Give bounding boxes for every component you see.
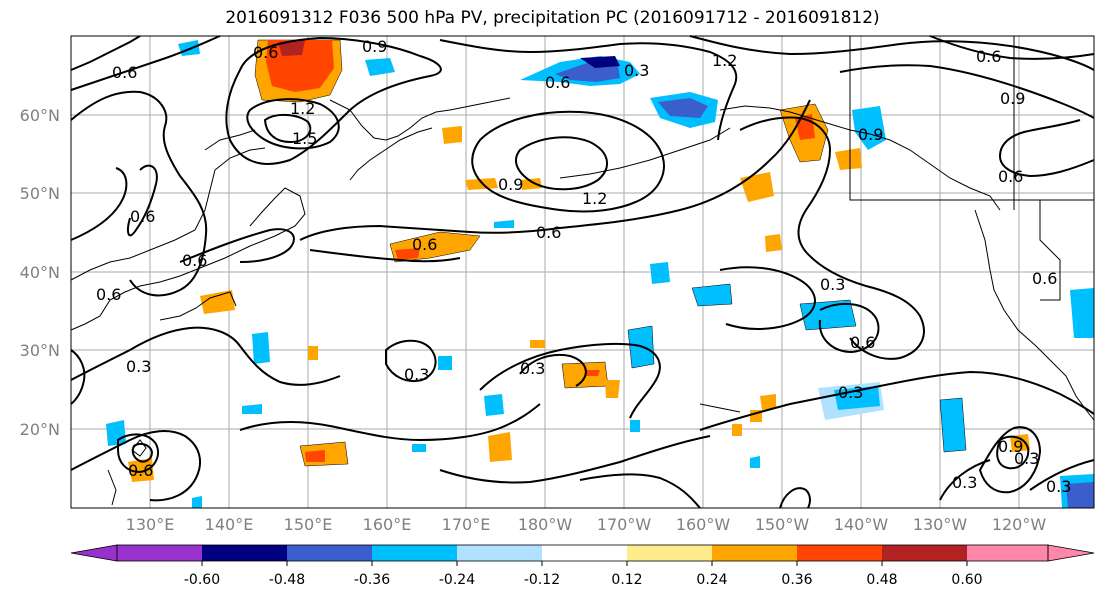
lat-label: 30°N: [20, 341, 60, 360]
colorbar-swatch: [542, 545, 627, 561]
lon-label: 160°W: [676, 515, 731, 534]
map-border: [70, 35, 1095, 509]
colorbar-tick-label: -0.12: [524, 572, 560, 588]
contour-label: 0.3: [1014, 449, 1039, 468]
contour-label: 0.9: [1000, 89, 1025, 108]
map-title: 2016091312 F036 500 hPa PV, precipitatio…: [225, 8, 880, 28]
colorbar: -0.60 -0.48 -0.36 -0.24 -0.12 0.12 0.24 …: [70, 544, 1095, 588]
contour-label: 1.5: [292, 129, 317, 148]
colorbar-swatch: [457, 545, 542, 561]
colorbar-swatch: [627, 545, 712, 561]
colorbar-tick-label: -0.24: [439, 572, 475, 588]
contour-labels: 0.6 0.6 0.9 1.2 1.5 0.6 0.3 1.2 0.6 0.9 …: [96, 37, 1071, 496]
contour-label: 0.6: [253, 43, 278, 62]
contour-label: 1.2: [290, 99, 315, 118]
colorbar-tick-label: 0.24: [696, 572, 727, 588]
contour-label: 0.3: [1046, 477, 1071, 496]
contour-label: 0.6: [976, 47, 1001, 66]
latitude-labels: 60°N 50°N 40°N 30°N 20°N: [20, 106, 60, 439]
colorbar-tick-label: 0.48: [866, 572, 897, 588]
colorbar-swatch: [797, 545, 882, 561]
contour-label: 0.9: [858, 125, 883, 144]
colorbar-tick-label: 0.36: [781, 572, 812, 588]
contour-label: 0.6: [130, 207, 155, 226]
colorbar-tick-label: -0.36: [354, 572, 390, 588]
contour-label: 0.6: [96, 285, 121, 304]
contour-label: 0.6: [545, 73, 570, 92]
colorbar-extend-max: [1047, 544, 1095, 562]
lat-label: 50°N: [20, 184, 60, 203]
contour-label: 0.6: [128, 461, 153, 480]
lon-label: 140°E: [205, 515, 254, 534]
contour-label: 0.6: [182, 251, 207, 270]
colorbar-swatch: [967, 545, 1048, 561]
contour-label: 1.2: [582, 189, 607, 208]
contour-label: 0.3: [404, 365, 429, 384]
colorbar-swatch: [712, 545, 797, 561]
lon-label: 170°W: [597, 515, 652, 534]
colorbar-tick-label: 0.12: [611, 572, 642, 588]
lon-label: 120°W: [992, 515, 1047, 534]
contour-label: 0.6: [536, 223, 561, 242]
contour-label: 0.3: [952, 473, 977, 492]
lon-label: 130°W: [913, 515, 968, 534]
contour-label: 0.3: [126, 357, 151, 376]
colorbar-tick-label: -0.48: [269, 572, 305, 588]
pv-contours: [70, 35, 1095, 509]
colorbar-swatch: [372, 545, 457, 561]
contour-label: 1.2: [712, 51, 737, 70]
contour-label: 0.6: [850, 333, 875, 352]
contour-label: 0.3: [624, 61, 649, 80]
lon-label: 160°E: [363, 515, 412, 534]
colorbar-extend-min: [70, 544, 118, 562]
lat-label: 60°N: [20, 106, 60, 125]
colorbar-swatch: [202, 545, 287, 561]
colorbar-tick-label: 0.60: [951, 572, 982, 588]
lon-label: 140°W: [834, 515, 889, 534]
contour-label: 0.6: [1032, 269, 1057, 288]
contour-label: 0.6: [412, 235, 437, 254]
contour-label: 0.6: [112, 63, 137, 82]
contour-label: 0.9: [362, 37, 387, 56]
lon-label: 130°E: [126, 515, 175, 534]
lon-label: 170°E: [442, 515, 491, 534]
coastlines: [70, 36, 1095, 506]
colorbar-swatch: [117, 545, 202, 561]
colorbar-swatch: [882, 545, 967, 561]
lon-label: 150°E: [284, 515, 333, 534]
contour-label: 0.6: [998, 167, 1023, 186]
contour-label: 0.9: [498, 175, 523, 194]
contour-label: 0.3: [820, 275, 845, 294]
longitude-labels: 130°E 140°E 150°E 160°E 170°E 180°W 170°…: [126, 515, 1047, 534]
colorbar-tick-label: -0.60: [184, 572, 220, 588]
lat-label: 40°N: [20, 263, 60, 282]
lat-label: 20°N: [20, 420, 60, 439]
colorbar-swatch: [287, 545, 372, 561]
contour-label: 0.3: [838, 383, 863, 402]
lon-label: 180°W: [518, 515, 573, 534]
contour-label: 0.9: [998, 437, 1023, 456]
lon-label: 150°W: [755, 515, 810, 534]
contour-label: 0.3: [520, 359, 545, 378]
